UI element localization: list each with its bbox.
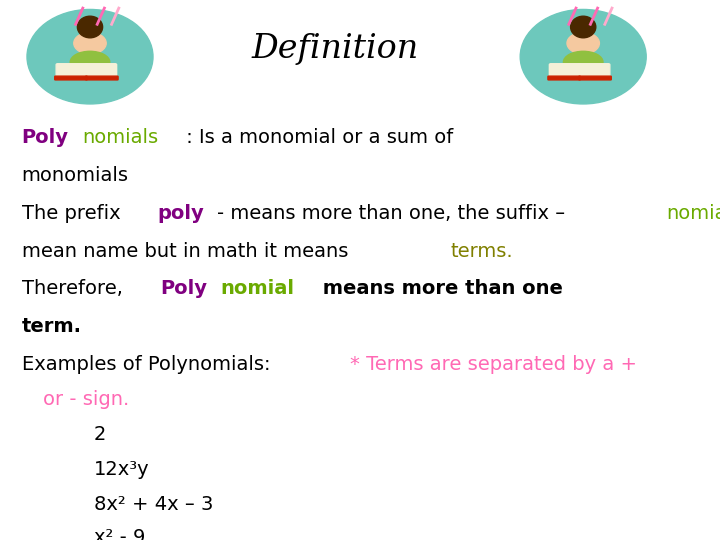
Text: * Terms are separated by a +: * Terms are separated by a +: [351, 355, 637, 374]
Text: 2: 2: [94, 425, 106, 444]
Ellipse shape: [27, 10, 153, 104]
Ellipse shape: [567, 32, 600, 54]
Ellipse shape: [71, 51, 109, 73]
Text: terms.: terms.: [451, 241, 513, 261]
FancyBboxPatch shape: [56, 64, 88, 79]
Text: Poly: Poly: [160, 279, 207, 299]
Text: 12x³y: 12x³y: [94, 460, 149, 480]
Ellipse shape: [564, 51, 603, 73]
Text: Therefore,: Therefore,: [22, 279, 129, 299]
Ellipse shape: [570, 16, 596, 38]
Text: Definition: Definition: [251, 32, 418, 65]
FancyBboxPatch shape: [579, 76, 611, 80]
Text: monomials: monomials: [22, 166, 129, 185]
Text: term.: term.: [22, 317, 81, 336]
Text: Poly: Poly: [22, 128, 68, 147]
Text: nomials: nomials: [82, 128, 158, 147]
Text: nomial: nomial: [220, 279, 294, 299]
Text: 8x² + 4x – 3: 8x² + 4x – 3: [94, 495, 213, 515]
Text: or - sign.: or - sign.: [43, 390, 130, 409]
FancyBboxPatch shape: [85, 64, 117, 79]
Text: - means more than one, the suffix –: - means more than one, the suffix –: [217, 204, 565, 223]
FancyBboxPatch shape: [55, 76, 87, 80]
FancyBboxPatch shape: [86, 76, 118, 80]
Text: The prefix: The prefix: [22, 204, 127, 223]
Text: poly: poly: [157, 204, 204, 223]
Text: nomial: nomial: [667, 204, 720, 223]
Text: x² - 9: x² - 9: [94, 528, 145, 540]
Text: : Is a monomial or a sum of: : Is a monomial or a sum of: [181, 128, 454, 147]
Text: mean name but in math it means: mean name but in math it means: [22, 241, 354, 261]
Ellipse shape: [73, 32, 107, 54]
FancyBboxPatch shape: [548, 76, 580, 80]
Text: Examples of Polynomials:: Examples of Polynomials:: [22, 355, 276, 374]
FancyBboxPatch shape: [549, 64, 581, 79]
Ellipse shape: [521, 10, 647, 104]
Text: means more than one: means more than one: [316, 279, 563, 299]
Ellipse shape: [78, 16, 102, 38]
FancyBboxPatch shape: [578, 64, 610, 79]
